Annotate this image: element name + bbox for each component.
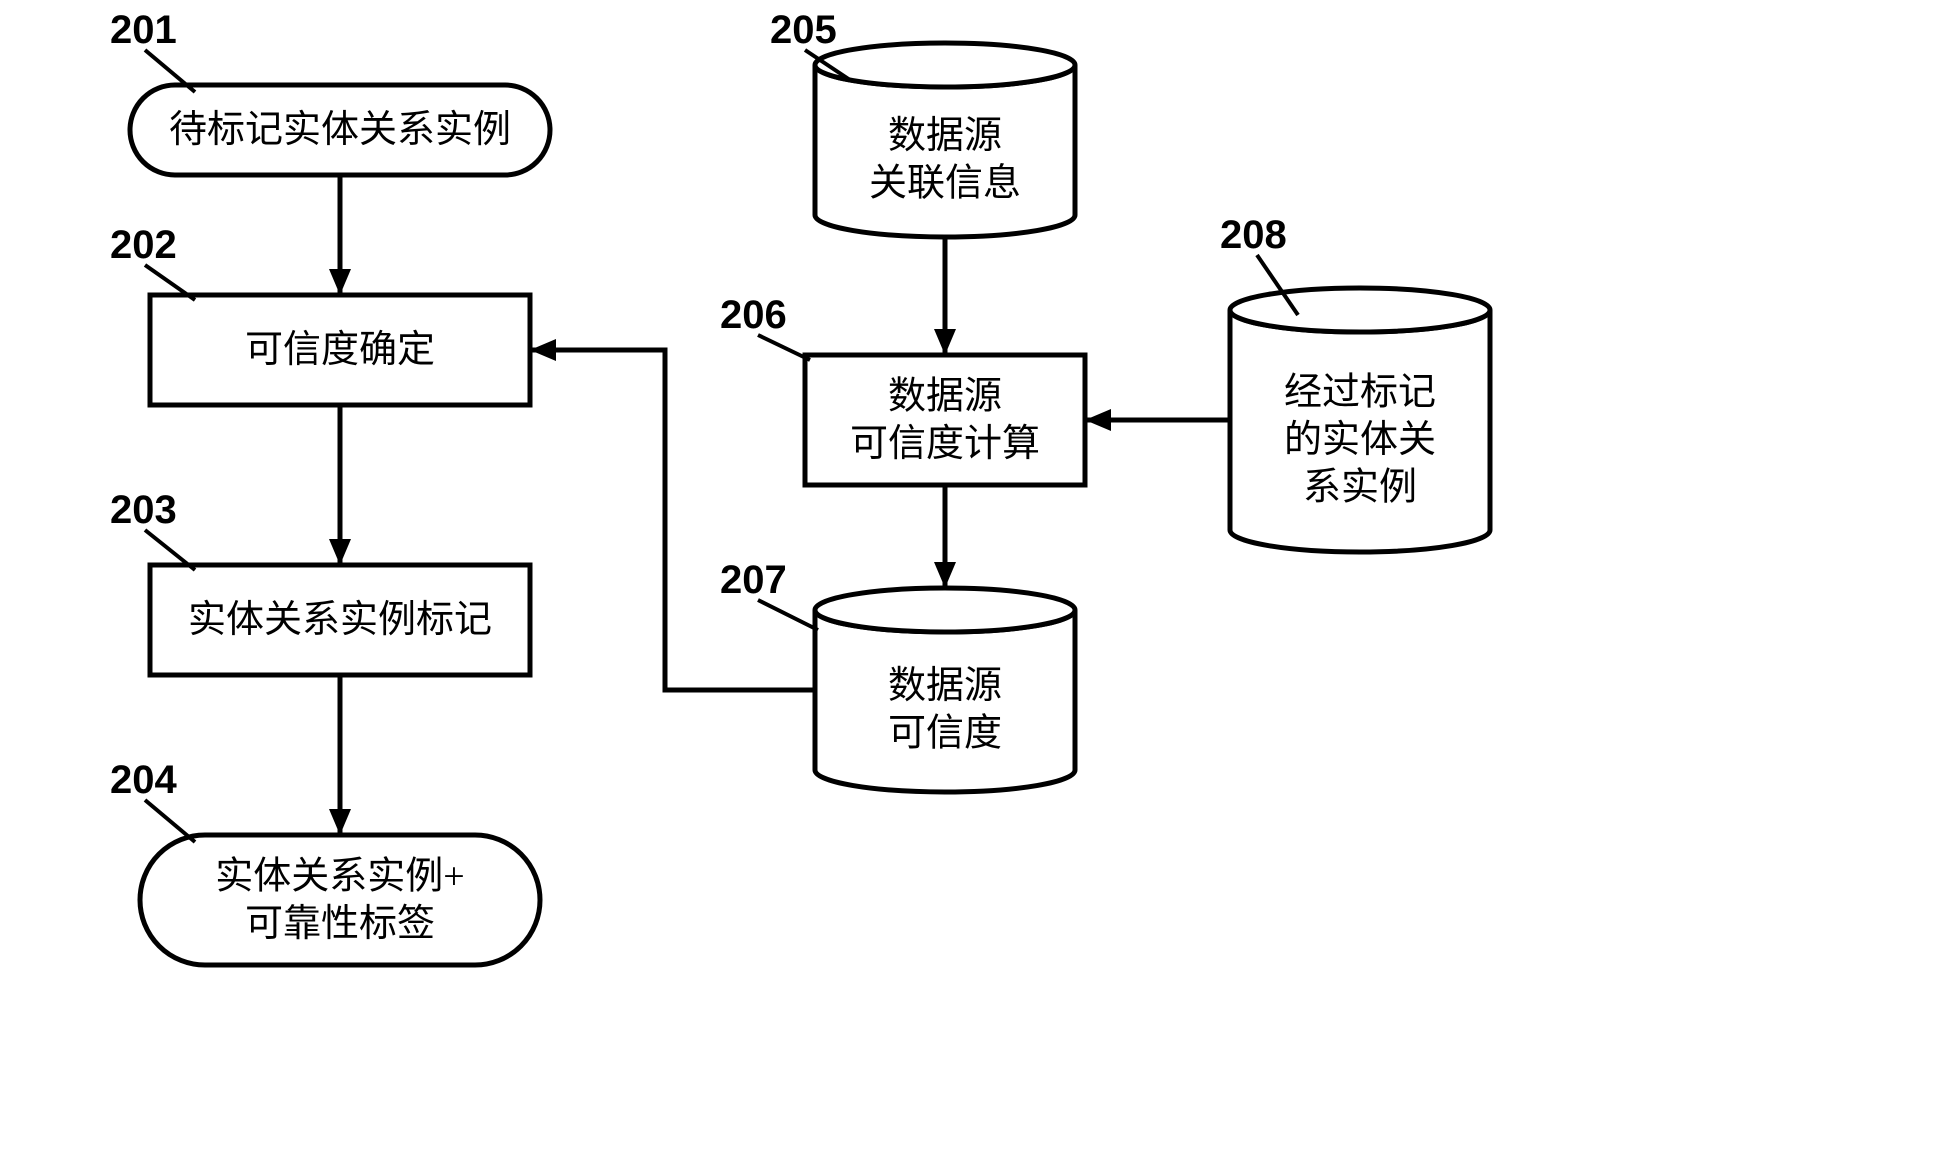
arrowhead-icon xyxy=(934,329,956,355)
ref-number-206: 206 xyxy=(720,293,787,337)
ref-number-207: 207 xyxy=(720,558,787,602)
arrowhead-icon xyxy=(329,269,351,295)
ref-number-201: 201 xyxy=(110,8,177,52)
ref-number-208: 208 xyxy=(1220,213,1287,257)
arrowhead-icon xyxy=(329,539,351,565)
leader-line xyxy=(145,800,195,842)
leader-line xyxy=(758,600,818,630)
node-label: 实体关系实例+ xyxy=(215,855,464,897)
arrowhead-icon xyxy=(934,562,956,588)
arrowhead-icon xyxy=(1085,409,1111,431)
ref-number-204: 204 xyxy=(110,758,177,802)
node-label: 数据源 xyxy=(888,665,1002,707)
node-label: 系实例 xyxy=(1303,466,1417,508)
ref-number-203: 203 xyxy=(110,488,177,532)
node-label: 的实体关 xyxy=(1284,419,1436,461)
node-label: 经过标记 xyxy=(1284,371,1436,413)
arrowhead-icon xyxy=(530,339,556,361)
node-label: 实体关系实例标记 xyxy=(188,599,492,641)
arrowhead-icon xyxy=(329,809,351,835)
node-label: 可信度计算 xyxy=(850,423,1040,465)
node-label: 可靠性标签 xyxy=(245,903,435,945)
node-label: 可信度 xyxy=(888,713,1002,755)
node-label: 待标记实体关系实例 xyxy=(169,109,511,151)
ref-number-202: 202 xyxy=(110,223,177,267)
node-label: 数据源 xyxy=(888,115,1002,157)
node-label: 数据源 xyxy=(888,375,1002,417)
flow-edge xyxy=(530,350,815,690)
node-label: 可信度确定 xyxy=(245,329,435,371)
leader-line xyxy=(758,335,810,360)
ref-number-205: 205 xyxy=(770,8,837,52)
node-label: 关联信息 xyxy=(869,163,1021,205)
